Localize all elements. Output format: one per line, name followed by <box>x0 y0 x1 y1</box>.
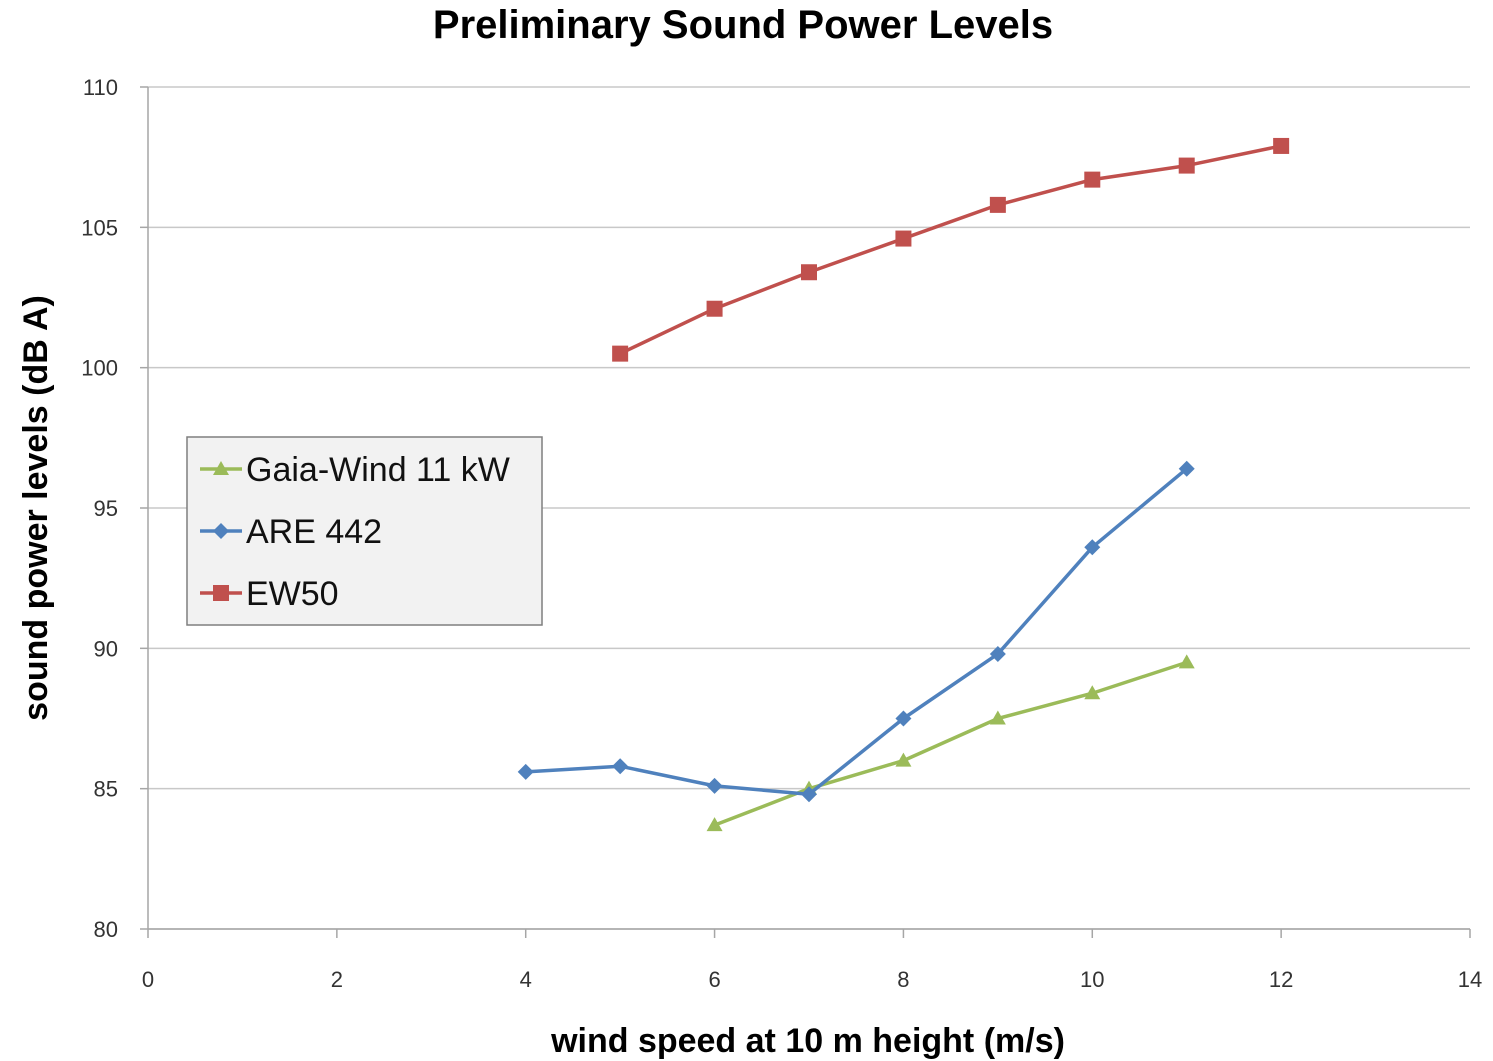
data-point <box>706 300 723 317</box>
y-tick-label: 110 <box>83 75 118 100</box>
x-tick-label: 6 <box>708 967 720 992</box>
y-tick-label: 90 <box>94 636 118 661</box>
data-point <box>706 777 723 794</box>
data-point <box>706 817 723 832</box>
data-point <box>612 758 629 775</box>
legend: Gaia-Wind 11 kW ARE 442 EW50 <box>186 436 543 626</box>
y-tick-label: 80 <box>94 917 118 942</box>
legend-marker <box>213 461 229 475</box>
y-tick-label: 100 <box>81 356 118 381</box>
y-tick-label: 85 <box>94 777 118 802</box>
x-tick-label: 0 <box>142 967 154 992</box>
axes <box>140 86 1471 938</box>
data-point <box>895 230 912 247</box>
data-point <box>989 710 1006 725</box>
series-gaia-wind-11-kw <box>706 654 1195 832</box>
data-point <box>1084 171 1101 188</box>
data-point <box>612 345 629 362</box>
series-layer <box>517 137 1290 832</box>
legend-marker <box>213 523 229 539</box>
series-line <box>525 467 1188 797</box>
data-point <box>989 196 1006 213</box>
series-are-442 <box>517 460 1195 803</box>
y-tick-label: 95 <box>94 496 118 521</box>
legend-label: Gaia-Wind 11 kW <box>246 451 510 489</box>
series-line <box>713 660 1188 827</box>
data-point <box>895 710 912 727</box>
y-axis-title: sound power levels (dB A) <box>17 295 55 721</box>
x-tick-label: 2 <box>331 967 343 992</box>
series-ew50 <box>612 137 1290 362</box>
series-line <box>619 144 1282 356</box>
legend-box <box>186 436 543 626</box>
x-tick-label: 14 <box>1458 967 1482 992</box>
data-point <box>895 752 912 767</box>
data-point <box>1178 654 1195 669</box>
x-tick-label: 8 <box>897 967 909 992</box>
data-point <box>1178 157 1195 174</box>
chart-title: Preliminary Sound Power Levels <box>433 3 1053 47</box>
x-tick-label: 10 <box>1080 967 1104 992</box>
data-point <box>989 645 1006 662</box>
x-tick-label: 4 <box>520 967 532 992</box>
x-axis-title: wind speed at 10 m height (m/s) <box>550 1022 1065 1060</box>
data-point <box>517 763 534 780</box>
legend-label: EW50 <box>246 575 339 613</box>
legend-marker <box>213 585 229 601</box>
y-tick-label: 105 <box>81 215 118 240</box>
data-point <box>801 786 817 803</box>
data-point <box>801 264 817 281</box>
x-tick-label: 12 <box>1269 967 1293 992</box>
data-point <box>1178 460 1195 477</box>
data-point <box>1084 539 1101 556</box>
tick-labels: 80 85 90 95 100 105 110 0 2 4 6 8 10 12 14 <box>81 75 1482 992</box>
legend-label: ARE 442 <box>246 513 382 551</box>
data-point <box>1273 137 1290 154</box>
data-point <box>1084 685 1101 700</box>
